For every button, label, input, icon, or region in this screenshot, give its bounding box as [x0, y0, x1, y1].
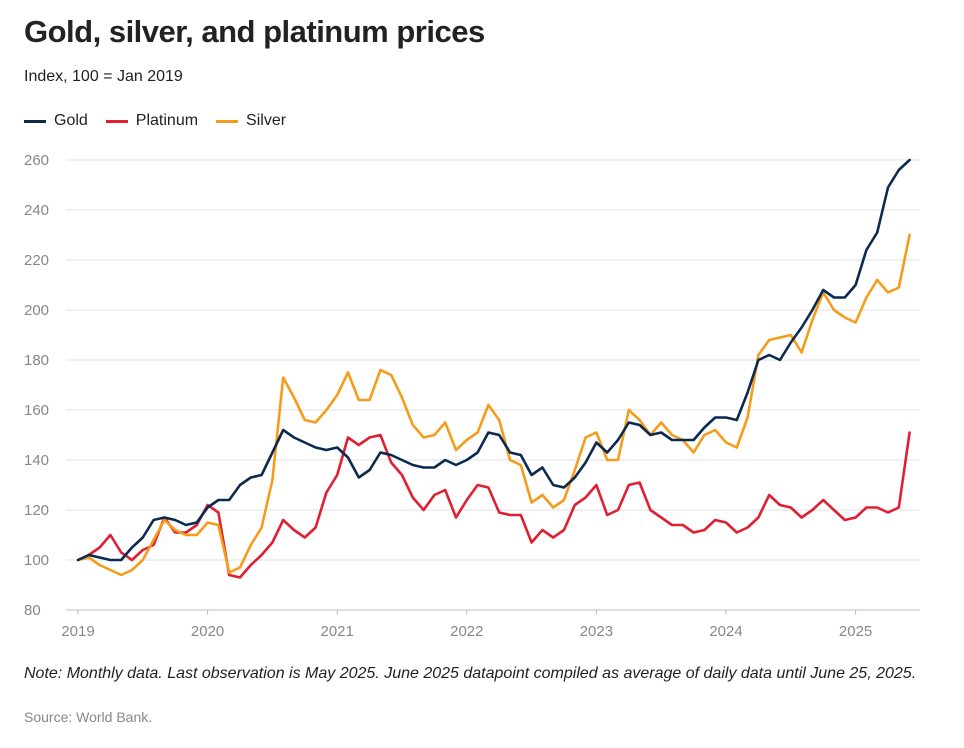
series-line-silver — [76, 233, 911, 577]
x-tick-label: 2020 — [191, 623, 224, 640]
legend-item-platinum: Platinum — [105, 112, 199, 130]
y-tick-label: 200 — [24, 302, 49, 319]
legend-swatch-gold — [24, 119, 46, 123]
axis-ticks: 80 100 120 140 160 180 200 220 240 260 2019 2020 202… — [24, 152, 872, 640]
x-tick-label: 2024 — [709, 623, 742, 640]
legend-item-gold: Gold — [24, 112, 88, 130]
legend-swatch-platinum — [105, 119, 128, 123]
line-chart: 80 100 120 140 160 180 200 220 240 260 2019 2020 202… — [24, 152, 920, 640]
chart-source: Source: World Bank. — [24, 709, 153, 725]
x-tick-label: 2025 — [839, 623, 872, 640]
y-tick-label: 220 — [24, 252, 49, 269]
chart-note: Note: Monthly data. Last observation is … — [24, 665, 917, 682]
x-tick-label: 2022 — [450, 623, 483, 640]
chart-legend: Gold Platinum Silver — [24, 112, 286, 130]
series-line-gold — [76, 158, 911, 562]
y-tick-label: 180 — [24, 352, 49, 369]
x-tick-label: 2021 — [321, 623, 354, 640]
y-tick-label: 160 — [24, 402, 49, 419]
grid-lines — [66, 159, 920, 611]
series-line-platinum — [76, 431, 911, 579]
legend-item-silver: Silver — [216, 112, 286, 130]
legend-swatch-silver — [216, 119, 239, 123]
y-tick-label: 240 — [24, 202, 49, 219]
series-lines — [76, 158, 911, 579]
legend-label-silver: Silver — [246, 112, 287, 129]
y-tick-label: 120 — [24, 502, 49, 519]
legend-label-platinum: Platinum — [135, 112, 199, 129]
y-tick-label: 100 — [24, 552, 49, 569]
chart-title: Gold, silver, and platinum prices — [24, 14, 485, 49]
y-tick-label: 80 — [24, 602, 41, 619]
y-tick-label: 140 — [24, 452, 49, 469]
x-tick-label: 2023 — [580, 623, 613, 640]
x-tick-label: 2019 — [61, 623, 94, 640]
legend-label-gold: Gold — [54, 112, 88, 129]
y-tick-label: 260 — [24, 152, 49, 169]
chart-subtitle: Index, 100 = Jan 2019 — [24, 68, 183, 85]
